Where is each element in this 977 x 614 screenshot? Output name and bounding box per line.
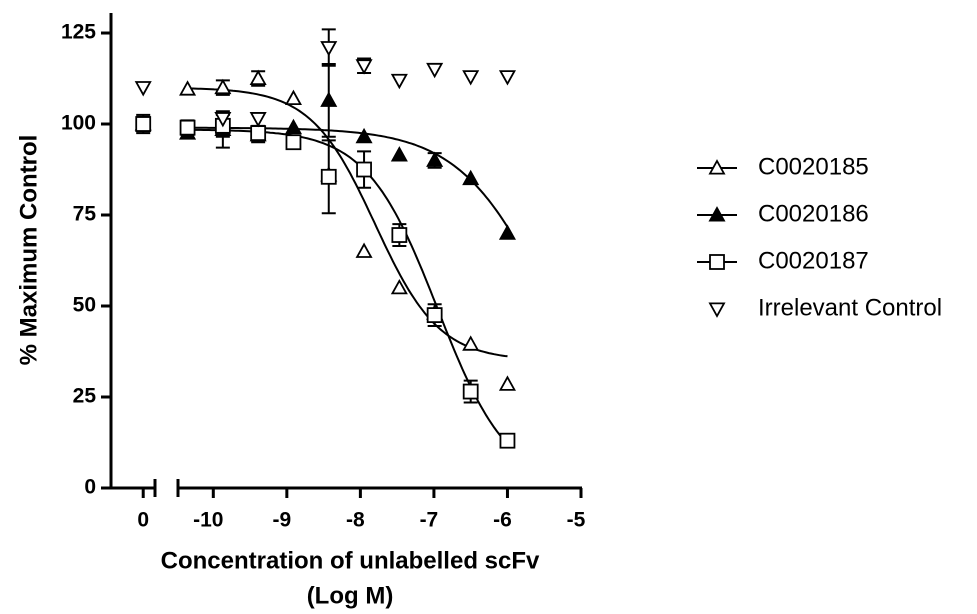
legend-label: C0020186 — [758, 200, 869, 227]
data-point — [390, 278, 408, 295]
y-tick-label: 25 — [73, 385, 97, 408]
fit-curve — [187, 126, 509, 228]
data-point — [355, 242, 373, 258]
data-point — [249, 112, 267, 128]
y-tick-label: 100 — [61, 112, 96, 135]
x-tick-label: -5 — [567, 509, 586, 532]
x-tick-label: -8 — [346, 509, 365, 532]
data-point — [214, 112, 232, 128]
fit-curve — [187, 128, 509, 445]
data-point — [462, 169, 480, 186]
data-point — [498, 70, 516, 86]
data-point — [498, 224, 516, 240]
data-point — [284, 89, 302, 106]
data-point — [390, 73, 408, 90]
data-point — [214, 78, 232, 95]
data-point — [426, 307, 443, 324]
data-point — [390, 146, 408, 162]
data-point — [462, 383, 479, 400]
fit-curve — [187, 87, 508, 358]
legend-label: C0020187 — [758, 247, 869, 274]
data-point — [355, 127, 373, 144]
data-point — [499, 432, 516, 449]
legend-marker — [708, 159, 726, 175]
x-axis-label: Concentration of unlabelled scFv — [161, 547, 540, 574]
x-tick-label: 0 — [137, 509, 149, 532]
legend-marker — [708, 206, 726, 222]
y-tick-label: 50 — [73, 294, 96, 317]
x-axis-label: (Log M) — [307, 582, 394, 609]
x-tick-label: -7 — [420, 509, 439, 532]
data-point — [391, 227, 408, 243]
x-tick-label: -9 — [272, 509, 291, 532]
y-tick-label: 0 — [84, 476, 96, 499]
data-point — [179, 80, 197, 96]
x-tick-label: -10 — [193, 509, 223, 532]
data-point — [355, 59, 373, 75]
data-point — [320, 168, 337, 185]
y-axis-label: % Maximum Control — [15, 135, 42, 366]
data-point — [498, 375, 516, 391]
data-point — [249, 69, 267, 86]
legend-label: Irrelevant Control — [758, 294, 942, 321]
data-point — [179, 119, 196, 136]
data-point — [426, 151, 444, 167]
data-point — [285, 134, 302, 151]
y-tick-label: 125 — [61, 21, 96, 44]
legend-marker — [708, 302, 726, 318]
data-point — [356, 161, 372, 178]
data-point — [134, 81, 152, 97]
data-point — [250, 125, 267, 142]
data-point — [462, 335, 480, 351]
legend-label: C0020185 — [758, 153, 869, 180]
x-tick-label: -6 — [493, 509, 512, 532]
y-tick-label: 75 — [73, 203, 97, 226]
data-point — [320, 91, 338, 107]
data-point — [284, 118, 302, 135]
data-point — [426, 62, 444, 79]
data-point — [462, 70, 480, 86]
data-point — [135, 116, 152, 132]
data-point — [320, 41, 338, 57]
legend-marker — [709, 254, 725, 270]
